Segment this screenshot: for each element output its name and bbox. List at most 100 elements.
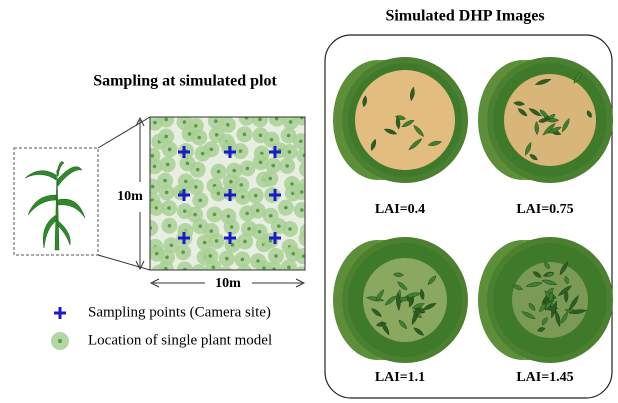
plant-center	[227, 215, 231, 219]
plant-center	[300, 116, 304, 120]
plant-center	[217, 192, 221, 196]
plant-center	[243, 271, 247, 275]
plant-center	[165, 191, 169, 195]
plant-center	[201, 152, 205, 156]
plant-center	[246, 167, 250, 171]
plant-center	[194, 185, 198, 189]
plant-center	[259, 160, 263, 164]
plant-center	[186, 162, 190, 166]
plant-center	[194, 124, 198, 128]
lai-label: LAI=1.1	[375, 370, 425, 385]
plant-center	[287, 266, 291, 270]
legend-text: Location of single plant model	[88, 332, 272, 348]
legend-text: Sampling points (Camera site)	[88, 304, 271, 320]
plant-center	[256, 209, 260, 213]
plant-center	[164, 135, 168, 139]
plant-center	[290, 182, 294, 186]
plant-center	[184, 180, 188, 184]
plant-center	[229, 180, 233, 184]
plant-center	[300, 208, 304, 212]
plant-center	[163, 179, 167, 183]
diagram: Sampling at simulated plot 10m 10m Sampl…	[0, 0, 618, 403]
plant-center	[288, 150, 292, 154]
plant-center	[245, 212, 249, 216]
plant-center	[303, 154, 307, 158]
plant-center	[165, 255, 169, 259]
plant-center	[241, 195, 245, 199]
plant-center	[209, 229, 213, 233]
plant-center	[305, 168, 309, 172]
plant-center	[168, 148, 172, 152]
dhp-image	[478, 240, 610, 360]
plant-center	[214, 119, 218, 123]
plant-center	[209, 254, 213, 258]
plant-center	[306, 229, 310, 233]
plant-center	[230, 225, 234, 229]
plant-center	[198, 224, 202, 228]
plant-center	[155, 252, 159, 256]
plant-center	[270, 138, 274, 142]
plant-center	[193, 213, 197, 217]
plant-center	[157, 271, 161, 275]
plant-location	[191, 264, 207, 280]
plant-center	[277, 224, 281, 228]
plant-center	[167, 206, 171, 210]
plant-center	[287, 134, 291, 138]
plant-center	[215, 133, 219, 137]
plant-center	[196, 168, 200, 172]
fisheye-sky	[355, 70, 455, 170]
plant-center	[247, 227, 251, 231]
plant-center	[213, 213, 217, 217]
plant-center	[268, 177, 272, 181]
plant-center	[300, 190, 304, 194]
plant-center	[181, 250, 185, 254]
plant-center	[199, 199, 203, 203]
plant-center	[271, 164, 275, 168]
plant-center	[210, 147, 214, 151]
dhp-image	[478, 60, 610, 180]
right-title: Simulated DHP Images	[385, 8, 544, 25]
plant-center	[166, 163, 170, 167]
plant-center	[217, 170, 221, 174]
legend-plus	[54, 307, 66, 319]
plant-center	[197, 136, 201, 140]
plant-center	[226, 123, 230, 127]
plant-center	[284, 206, 288, 210]
lai-label: LAI=0.75	[516, 202, 573, 217]
plant-center	[232, 169, 236, 173]
plant-center	[168, 224, 172, 228]
plant-center	[289, 120, 293, 124]
plant-center	[203, 241, 207, 245]
plant-center	[153, 165, 157, 169]
plant-center	[151, 154, 155, 158]
plant-center	[179, 190, 183, 194]
plant-center	[197, 270, 201, 274]
dhp-image	[333, 60, 465, 180]
plant-center	[164, 118, 168, 122]
plant-center	[292, 252, 296, 256]
plant-center	[258, 230, 262, 234]
plant-center	[183, 120, 187, 124]
plant-center	[239, 149, 243, 153]
plant-center	[215, 239, 219, 243]
lai-label: LAI=1.45	[516, 370, 573, 385]
plant-center	[299, 272, 303, 276]
legend-dot	[58, 339, 62, 343]
plant-center	[239, 183, 243, 187]
plant-center	[269, 214, 273, 218]
plant-center	[212, 265, 216, 269]
plant-center	[154, 206, 158, 210]
plant-model	[25, 162, 85, 250]
plant-center	[299, 139, 303, 143]
plant-center	[188, 132, 192, 136]
plant-center	[170, 243, 174, 247]
plant-center	[262, 266, 266, 270]
plant-center	[151, 185, 155, 189]
plant-center	[243, 133, 247, 137]
dhp-image	[333, 240, 465, 360]
width-label: 10m	[215, 276, 241, 291]
plant-center	[274, 254, 278, 258]
left-title: Sampling at simulated plot	[93, 73, 277, 90]
plant-center	[225, 257, 229, 261]
